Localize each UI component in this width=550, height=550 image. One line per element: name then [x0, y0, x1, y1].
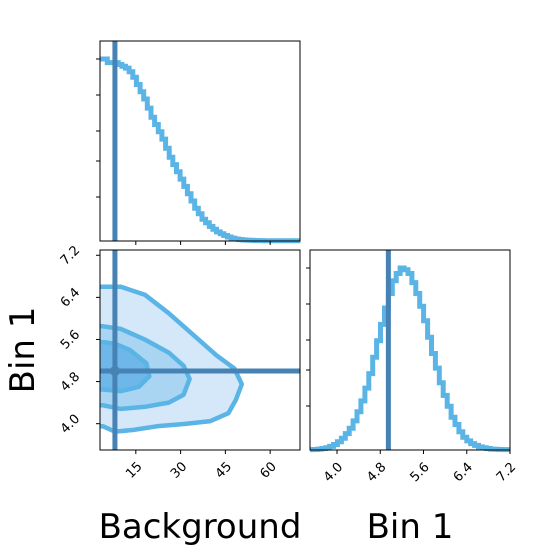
bin1-xtick-label: 7.2	[494, 460, 519, 485]
x-axis-label-background: Background	[99, 507, 302, 547]
y-axis-label-bin1: Bin 1	[3, 307, 43, 394]
bin1-xtick-label: 4.8	[364, 460, 389, 485]
joint-ytick-label: 4.0	[58, 412, 83, 437]
background-histogram-step	[100, 56, 301, 244]
bin1-histogram-panel: 4.0 4.8 5.6 6.4 7.2	[306, 249, 519, 485]
joint-xtick-label: 45	[213, 459, 235, 481]
bin1-histogram-step	[310, 265, 510, 453]
joint-contour-panel: 15 30 45 60 4.0 4.8 5.6 6.4 7.2	[58, 243, 301, 482]
joint-ytick-label: 6.4	[58, 285, 83, 310]
bin1-histogram-frame	[309, 249, 511, 451]
background-histogram-frame	[99, 40, 301, 242]
joint-ytick-label: 7.2	[58, 243, 83, 268]
x-axis-label-bin1: Bin 1	[367, 507, 454, 547]
background-histogram-panel	[96, 40, 301, 245]
joint-truth-point	[109, 366, 120, 377]
joint-ytick-label: 4.8	[58, 369, 83, 394]
joint-contour-frame	[99, 249, 301, 451]
bin1-xtick-label: 4.0	[321, 460, 346, 485]
bin1-xtick-label: 5.6	[407, 460, 432, 485]
joint-xtick-label: 30	[168, 459, 190, 481]
joint-xtick-label: 60	[258, 459, 280, 481]
bin1-xtick-label: 6.4	[451, 460, 476, 485]
joint-xtick-label: 15	[123, 459, 145, 481]
joint-ytick-label: 5.6	[58, 327, 83, 352]
